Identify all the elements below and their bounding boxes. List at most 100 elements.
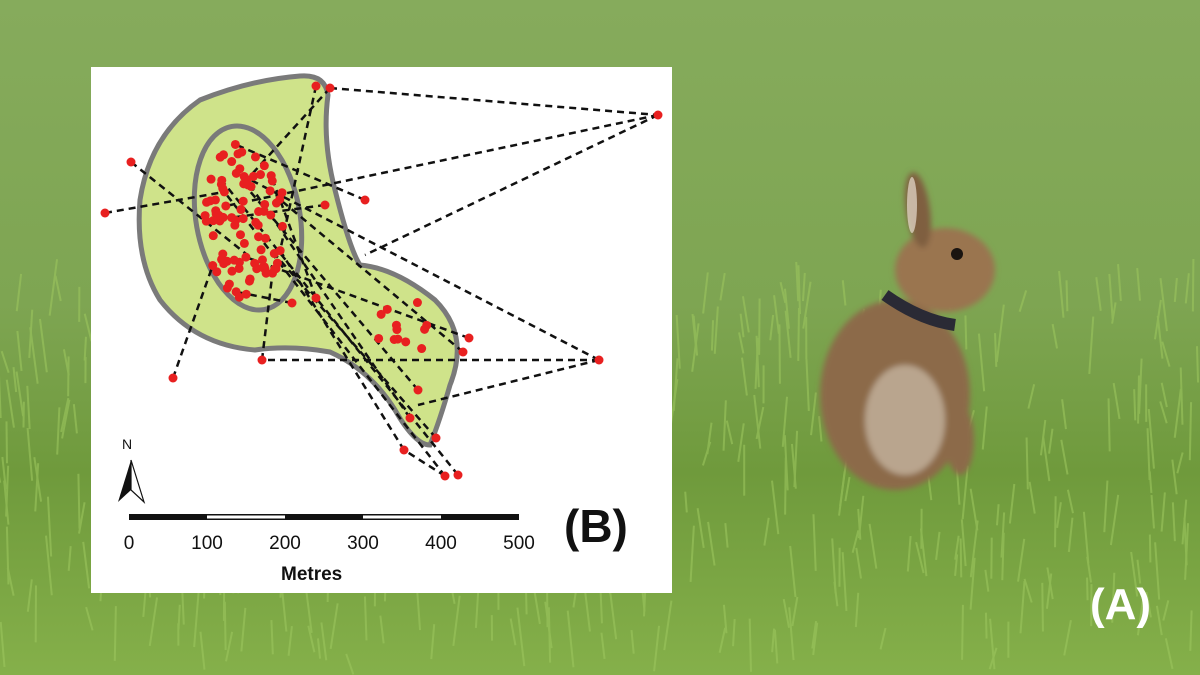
location-fix [266,210,276,220]
location-fix [211,206,221,216]
location-fix [458,347,468,357]
location-fix [201,216,211,226]
track-line [242,183,419,391]
location-fix [401,337,411,347]
location-fix [389,335,399,345]
track-line [260,273,274,361]
track-line [104,190,225,215]
location-fix [320,200,330,210]
location-fix [594,355,604,365]
scale-tick: 0 [123,533,135,554]
location-fix [453,470,463,480]
location-fix [248,171,258,181]
location-fix [231,168,241,178]
location-fix [218,150,228,160]
location-fix [382,304,392,314]
scale-bar [129,514,519,520]
location-fix [206,174,216,184]
location-fix [391,320,401,330]
location-fix [208,216,218,226]
location-fix [227,213,237,223]
location-fix [250,152,260,162]
location-fix [417,344,427,354]
location-fix [422,320,432,330]
scale-tick: 300 [347,533,379,554]
track-line [273,252,437,439]
location-fix [376,309,386,319]
track-line [245,87,331,181]
location-fix [374,333,384,343]
location-fix [399,445,409,455]
track-line [231,203,326,219]
location-fix [100,208,110,218]
location-fix [216,179,226,189]
location-fix [256,245,266,255]
location-fix [311,293,321,303]
track-line [130,161,266,271]
location-fix [231,287,241,297]
location-fix [287,298,297,308]
location-fix [241,252,251,262]
location-fix [218,212,228,222]
track-line [278,85,318,251]
location-fix [431,433,441,443]
location-fix [205,196,215,206]
location-fix [413,385,423,395]
location-fix [208,231,218,241]
track-line [278,198,464,353]
location-fix [269,249,279,259]
track-line [364,113,659,257]
location-fix [254,207,264,217]
location-fix [208,261,218,271]
scale-tick: 200 [269,533,301,554]
location-fix [260,199,270,209]
location-fix [257,355,267,365]
location-fix [254,232,264,242]
location-fix [217,254,227,264]
location-fix [239,238,249,248]
location-fix [230,139,240,149]
location-fix [126,157,136,167]
location-fix [360,195,370,205]
location-fix [238,196,248,206]
location-fix [412,298,422,308]
location-fix [234,257,244,267]
location-fix [405,413,415,423]
location-fix [259,161,269,171]
scale-tick: 400 [425,533,457,554]
location-fix [222,283,232,293]
track-line [220,179,459,476]
location-fix [257,255,267,265]
location-fix [255,170,265,180]
location-fix [230,220,240,230]
scale-tick: 500 [503,533,535,554]
location-fix [265,186,275,196]
north-arrow-icon [118,459,146,504]
panel-label-a: (A) [1090,580,1152,629]
location-fix [227,157,237,167]
location-fix [241,289,251,299]
track-line [235,290,293,305]
track-line [243,175,600,362]
location-fix [272,258,282,268]
north-label: N [122,436,133,452]
panel-label-b: (B) [564,500,628,552]
location-fix [277,221,287,231]
location-fix [252,264,262,274]
location-fix [245,274,255,284]
scale-tick: 100 [191,533,223,554]
location-fix [653,110,663,120]
track-line [329,86,659,117]
track-line [225,113,659,208]
home-range-map: N 0 100 200 300 400 500 Metres (B) [91,67,672,593]
location-fix [325,83,335,93]
track-line [403,448,446,478]
track-line [171,265,214,379]
location-fix [271,198,281,208]
location-fix [243,180,253,190]
location-fix [311,81,321,91]
location-fix [464,333,474,343]
location-fix [236,205,246,215]
location-fix [261,268,271,278]
location-fix [251,217,261,227]
